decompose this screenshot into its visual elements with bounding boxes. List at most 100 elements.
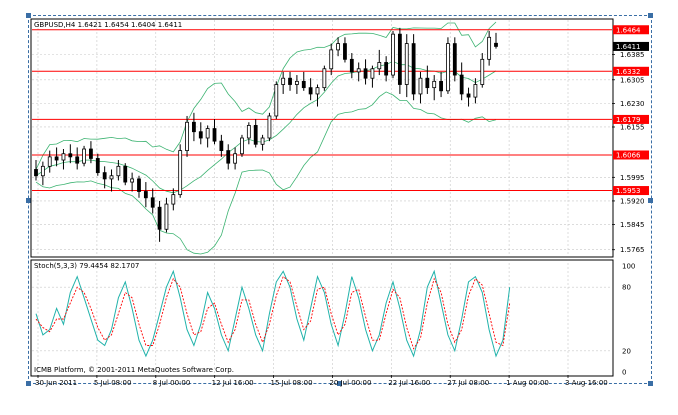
candle-bear <box>459 74 464 95</box>
candle-bull <box>171 194 176 205</box>
price-tick-label: 1.5765 <box>620 246 645 254</box>
stoch-tick-label: 100 <box>622 263 635 271</box>
candle-bull <box>336 43 340 51</box>
price-panel-border <box>30 18 614 258</box>
candle-bull <box>267 115 272 139</box>
candle-bull <box>164 203 169 230</box>
resize-handle-top-left[interactable] <box>26 13 31 18</box>
resize-handle-bottom-left[interactable] <box>26 381 31 386</box>
candlesticks <box>34 27 498 242</box>
candle-bull <box>109 175 114 180</box>
candle-bull <box>116 165 121 177</box>
candle-bear <box>494 42 498 47</box>
stoch-tick-label: 20 <box>622 347 631 355</box>
candle-bear <box>343 43 347 60</box>
price-tick-label: 1.5845 <box>620 221 645 229</box>
level-tag-text: 1.6332 <box>616 68 641 76</box>
candle-bear <box>95 158 100 174</box>
copyright-text: ICMB Platform, © 2001-2011 MetaQuotes So… <box>34 366 234 374</box>
stoch-panel-border <box>30 259 614 377</box>
level-tag-text: 1.6464 <box>616 26 641 34</box>
horizontal-levels[interactable]: 1.6464 1.6332 1.6179 1.6066 1.5953 1.6411 <box>32 25 649 196</box>
candle-bear <box>157 206 162 230</box>
candle-bull <box>233 153 238 164</box>
candle-bear <box>150 197 155 208</box>
candle-bull <box>246 125 251 139</box>
candle-bear <box>68 153 73 158</box>
candle-bull <box>473 84 478 98</box>
time-tick-label: 20 Jul 00:00 <box>329 379 371 387</box>
price-tick-label: 1.6230 <box>620 100 645 108</box>
resize-handle-bottom-right[interactable] <box>648 381 653 386</box>
candle-bull <box>260 137 265 145</box>
candle-bear <box>384 62 389 76</box>
level-tag <box>613 114 649 124</box>
stoch-main-line <box>35 269 511 358</box>
stoch-header: Stoch(5,3,3) 79.4454 82.1707 <box>34 262 139 270</box>
candle-bear <box>349 58 354 73</box>
candle-bear <box>425 77 430 89</box>
time-tick-label: 1 Aug 00:00 <box>506 379 549 387</box>
candle-bear <box>54 156 59 161</box>
candle-bull <box>377 62 382 70</box>
price-axis: 1.6385 1.6305 1.6230 1.6155 1.5995 1.5920 1.58… <box>612 51 645 254</box>
candle-bear <box>102 172 107 180</box>
candle-bear <box>301 80 306 89</box>
time-tick-label: 8 Jul 00:00 <box>153 379 191 387</box>
resize-handle-top-right[interactable] <box>648 13 653 18</box>
stoch-signal-line <box>35 275 511 350</box>
candle-bull <box>82 148 86 164</box>
candle-bear <box>226 150 231 164</box>
candle-bull <box>315 87 320 95</box>
stoch-tick-label: 0 <box>622 369 626 377</box>
time-tick-label: 30 Jun 2011 <box>35 379 77 387</box>
candle-bear <box>212 128 217 142</box>
candle-bull <box>404 43 409 85</box>
candle-bull <box>356 68 361 73</box>
bollinger-bands <box>35 21 497 255</box>
price-tick-label: 1.6155 <box>620 123 645 131</box>
candle-bull <box>329 49 334 70</box>
candle-bear <box>198 131 203 139</box>
price-tick-label: 1.5995 <box>620 174 645 182</box>
bollinger-middle <box>35 60 497 194</box>
candle-bull <box>294 80 299 85</box>
candle-bear <box>75 156 80 164</box>
level-tag-text: 1.5953 <box>616 187 641 195</box>
candle-bear <box>363 68 368 79</box>
candle-bear <box>253 125 258 145</box>
candle-bull <box>391 33 395 76</box>
current-price-text: 1.6411 <box>616 43 641 51</box>
candle-bull <box>130 178 135 183</box>
time-tick-label: 15 Jul 08:00 <box>271 379 313 387</box>
bollinger-lower <box>35 91 497 255</box>
candle-bear <box>288 77 292 85</box>
level-tag <box>613 66 649 76</box>
candle-bear <box>308 87 313 95</box>
time-axis: 30 Jun 2011 5 Jul 08:00 8 Jul 00:00 12 Jul … <box>35 375 608 387</box>
candle-bull <box>281 77 286 85</box>
candle-bear <box>439 80 443 92</box>
candle-bull <box>61 153 66 161</box>
candle-bull <box>446 43 450 92</box>
current-price-tag <box>613 41 649 51</box>
price-tick-label: 1.6385 <box>620 51 645 59</box>
candle-bear <box>34 169 38 177</box>
candle-bull <box>240 137 244 155</box>
resize-handle-bottom-center[interactable] <box>337 381 342 386</box>
candle-bull <box>480 58 485 85</box>
candle-bear <box>411 43 416 95</box>
candle-bull <box>418 77 423 95</box>
candle-bear <box>192 121 196 133</box>
candle-bear <box>143 191 148 199</box>
candle-bull <box>370 68 375 79</box>
level-tag-text: 1.6066 <box>616 151 641 159</box>
resize-handle-mid-right[interactable] <box>648 198 653 203</box>
resize-handle-mid-left[interactable] <box>26 198 31 203</box>
candle-bull <box>40 165 45 177</box>
candle-bull <box>178 150 183 196</box>
bollinger-upper <box>35 21 497 170</box>
candle-bull <box>487 36 492 60</box>
time-tick-label: 22 Jul 16:00 <box>388 379 430 387</box>
